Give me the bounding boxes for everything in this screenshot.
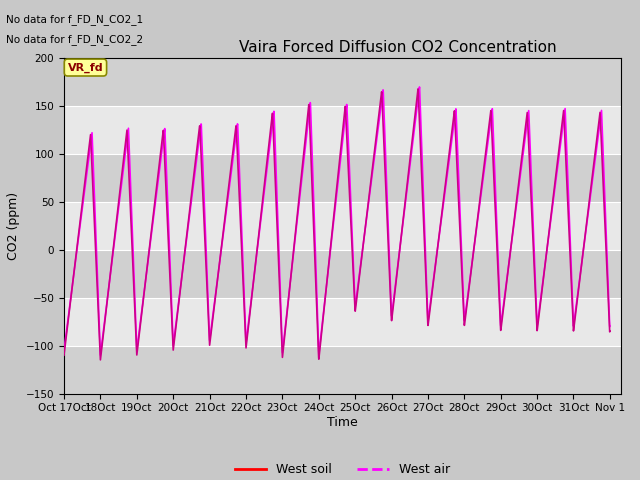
Text: VR_fd: VR_fd <box>68 62 103 72</box>
X-axis label: Time: Time <box>327 416 358 429</box>
Y-axis label: CO2 (ppm): CO2 (ppm) <box>7 192 20 260</box>
Text: No data for f_FD_N_CO2_1: No data for f_FD_N_CO2_1 <box>6 14 143 25</box>
Bar <box>64 250 621 298</box>
Text: No data for f_FD_N_CO2_2: No data for f_FD_N_CO2_2 <box>6 34 143 45</box>
Legend: West soil, West air: West soil, West air <box>230 458 454 480</box>
Bar <box>64 346 621 394</box>
Bar <box>64 58 621 106</box>
Title: Vaira Forced Diffusion CO2 Concentration: Vaira Forced Diffusion CO2 Concentration <box>239 40 557 55</box>
Bar <box>64 154 621 202</box>
